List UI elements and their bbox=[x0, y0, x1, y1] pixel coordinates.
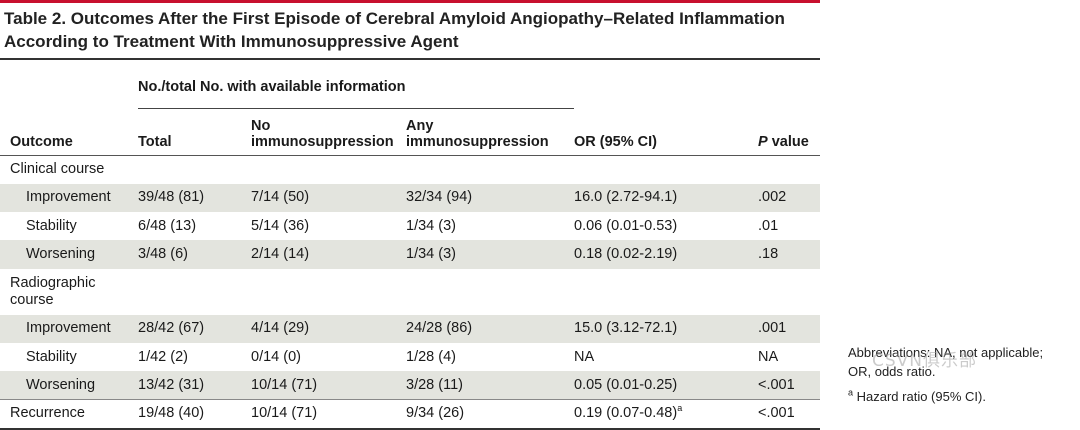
footnote-a: a Hazard ratio (95% CI). bbox=[848, 387, 986, 404]
cell-total: 28/42 (67) bbox=[138, 320, 205, 337]
cell-total: 13/42 (31) bbox=[138, 376, 205, 393]
cell-total: 6/48 (13) bbox=[138, 217, 197, 234]
cell-total: 19/48 (40) bbox=[138, 399, 251, 428]
table-row: Stability 6/48 (13) 5/14 (36) 1/34 (3) 0… bbox=[0, 212, 820, 240]
table-row: Worsening 3/48 (6) 2/14 (14) 1/34 (3) 0.… bbox=[0, 240, 820, 269]
cell-or: 0.19 (0.07-0.48)a bbox=[574, 399, 758, 428]
section-label-radiographic: Radiographic course bbox=[10, 274, 96, 308]
cell-or: 0.18 (0.02-2.19) bbox=[574, 246, 678, 263]
cell-or: 15.0 (3.12-72.1) bbox=[574, 320, 678, 337]
cell-total: 1/42 (2) bbox=[138, 348, 188, 365]
cell-no-immuno: 2/14 (14) bbox=[251, 246, 310, 263]
header-total: Total bbox=[138, 134, 172, 150]
outcomes-table: No./total No. with available information… bbox=[0, 58, 820, 430]
cell-no-immuno: 10/14 (71) bbox=[251, 376, 318, 393]
cell-or: NA bbox=[574, 348, 595, 365]
row-label: Stability bbox=[26, 348, 77, 365]
section-row-radiographic: Radiographic course bbox=[0, 269, 820, 315]
row-label: Improvement bbox=[26, 189, 111, 206]
cell-total: 3/48 (6) bbox=[138, 246, 188, 263]
header-no-immunosuppression: No immunosuppression bbox=[251, 118, 394, 150]
table-footnotes: Abbreviations: NA, not applicable; OR, o… bbox=[848, 343, 1080, 406]
section-label-clinical: Clinical course bbox=[10, 161, 105, 178]
cell-no-immuno: 4/14 (29) bbox=[251, 320, 310, 337]
cell-p: .001 bbox=[758, 320, 787, 337]
cell-any-immuno: 3/28 (11) bbox=[406, 376, 463, 393]
cell-p: <.001 bbox=[758, 376, 795, 393]
cell-or: 0.06 (0.01-0.53) bbox=[574, 217, 678, 234]
cell-no-immuno: 5/14 (36) bbox=[251, 217, 310, 234]
cell-any-immuno: 9/34 (26) bbox=[406, 399, 574, 428]
cell-any-immuno: 1/34 (3) bbox=[406, 246, 456, 263]
cell-no-immuno: 10/14 (71) bbox=[251, 399, 406, 428]
section-row-clinical: Clinical course bbox=[0, 156, 820, 184]
table-row: Improvement 39/48 (81) 7/14 (50) 32/34 (… bbox=[0, 183, 820, 213]
top-rule bbox=[0, 0, 820, 3]
cell-any-immuno: 1/28 (4) bbox=[406, 348, 456, 365]
cell-p: <.001 bbox=[758, 399, 820, 428]
watermark-text: CSVN俱乐部 bbox=[872, 351, 978, 371]
table-row: Improvement 28/42 (67) 4/14 (29) 24/28 (… bbox=[0, 314, 820, 343]
cell-total: 39/48 (81) bbox=[138, 189, 205, 206]
cell-any-immuno: 32/34 (94) bbox=[406, 189, 473, 206]
cell-or: 16.0 (2.72-94.1) bbox=[574, 189, 678, 206]
cell-p: .01 bbox=[758, 217, 779, 234]
cell-p: .002 bbox=[758, 189, 787, 206]
table-row: Recurrence 19/48 (40) 10/14 (71) 9/34 (2… bbox=[0, 399, 820, 428]
table-title: Table 2. Outcomes After the First Episod… bbox=[4, 9, 785, 51]
row-label: Recurrence bbox=[0, 399, 138, 428]
row-label: Worsening bbox=[26, 376, 96, 393]
cell-any-immuno: 24/28 (86) bbox=[406, 320, 473, 337]
row-label: Improvement bbox=[26, 320, 111, 337]
footnote-marker: a bbox=[677, 403, 683, 414]
header-outcome: Outcome bbox=[10, 134, 73, 150]
cell-any-immuno: 1/34 (3) bbox=[406, 217, 456, 234]
header-or-ci: OR (95% CI) bbox=[574, 134, 657, 150]
cell-p: NA bbox=[758, 348, 779, 365]
abbreviations-line-1: Abbreviations: NA, not applicable; bbox=[848, 345, 1044, 360]
table-row: Worsening 13/42 (31) 10/14 (71) 3/28 (11… bbox=[0, 371, 820, 400]
row-label: Worsening bbox=[26, 246, 96, 263]
cell-no-immuno: 7/14 (50) bbox=[251, 189, 310, 206]
header-span-label: No./total No. with available information bbox=[138, 60, 574, 109]
cell-p: .18 bbox=[758, 246, 779, 263]
table-row: Stability 1/42 (2) 0/14 (0) 1/28 (4) NA … bbox=[0, 343, 820, 371]
header-any-immunosuppression: Any immunosuppression bbox=[406, 118, 549, 150]
cell-no-immuno: 0/14 (0) bbox=[251, 348, 301, 365]
row-label: Stability bbox=[26, 217, 77, 234]
abbreviations-line-2: OR, odds ratio. bbox=[848, 364, 936, 379]
cell-or: 0.05 (0.01-0.25) bbox=[574, 376, 678, 393]
header-p-value: P value bbox=[758, 134, 809, 150]
